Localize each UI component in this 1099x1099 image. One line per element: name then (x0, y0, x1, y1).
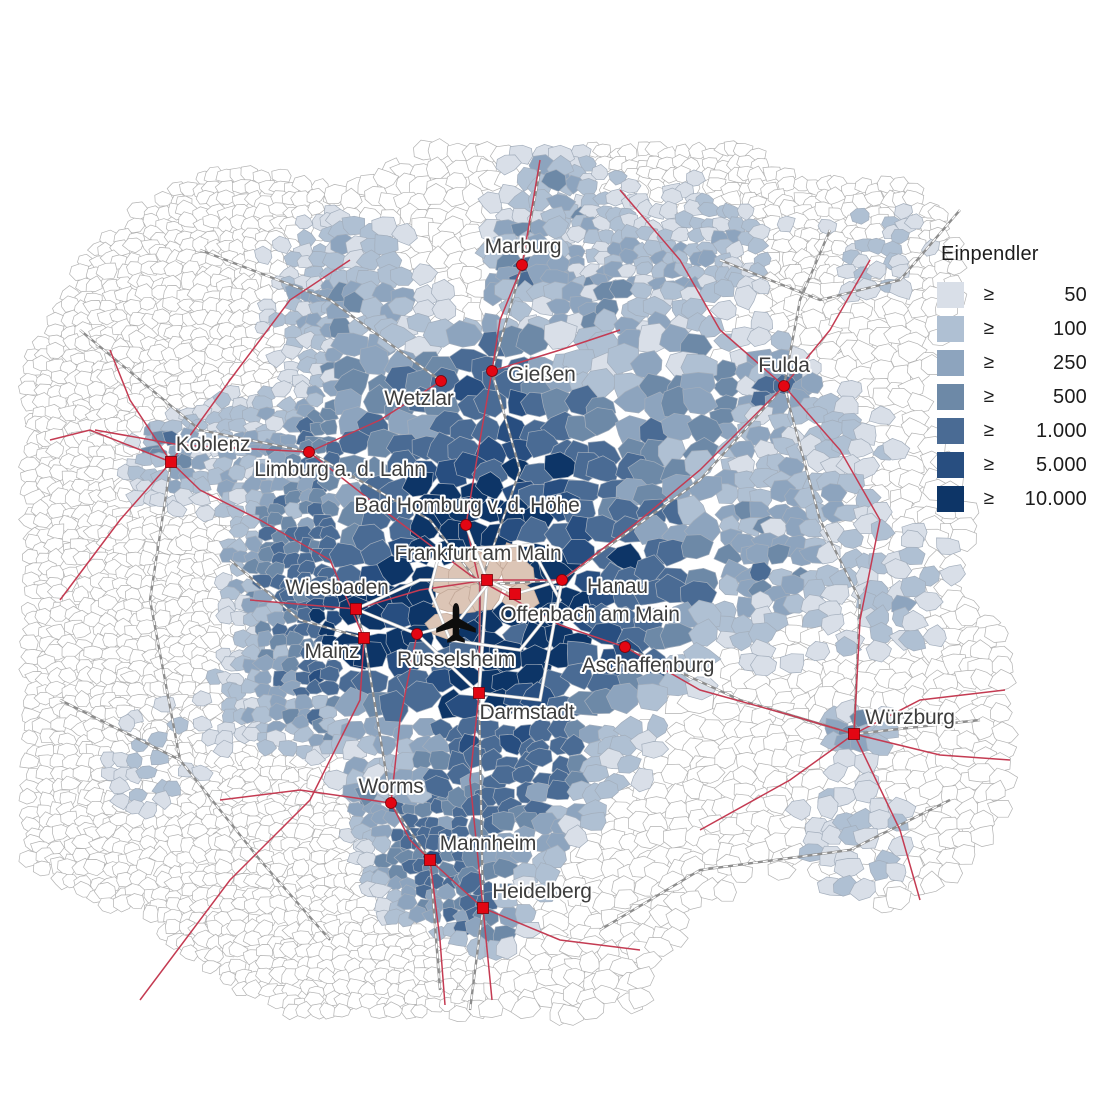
legend-row: ≥50 (937, 282, 1087, 308)
city-marker-wetzlar (435, 375, 447, 387)
greater-equal-symbol: ≥ (983, 454, 995, 475)
city-label-hanau: Hanau (587, 575, 648, 598)
legend-value: 100 (1053, 317, 1087, 340)
city-label-worms: Worms (358, 775, 423, 798)
city-marker-heidelberg (477, 902, 489, 914)
legend-swatch (937, 452, 964, 478)
legend-value: 10.000 (1024, 487, 1087, 510)
legend-value: 5.000 (1035, 453, 1087, 476)
city-marker-mannheim (424, 854, 436, 866)
legend-row: ≥1.000 (937, 418, 1087, 444)
legend-row: ≥5.000 (937, 452, 1087, 478)
greater-equal-symbol: ≥ (983, 284, 995, 305)
city-label-mannheim: Mannheim (440, 832, 536, 855)
city-marker-koblenz (165, 456, 177, 468)
city-label-darmstadt: Darmstadt (479, 701, 574, 724)
city-marker-offenbach-am-main (509, 588, 521, 600)
greater-equal-symbol: ≥ (983, 488, 995, 509)
legend-title: Einpendler (941, 243, 1039, 265)
city-marker-w-rzburg (848, 728, 860, 740)
city-markers (165, 259, 860, 914)
city-label-koblenz: Koblenz (176, 433, 251, 456)
city-label-heidelberg: Heidelberg (492, 880, 592, 903)
city-label-w-rzburg: Würzburg (865, 706, 954, 729)
city-marker-darmstadt (473, 687, 485, 699)
city-labels: Marburg Gießen Wetzlar Fulda KoblenzLimburg … (174, 233, 957, 905)
greater-equal-symbol: ≥ (983, 420, 995, 441)
city-label-gie-en: Gießen (508, 363, 576, 386)
city-marker-bad-homburg-v-d-h-he (460, 519, 472, 531)
city-marker-wiesbaden (350, 603, 362, 615)
city-marker-hanau (556, 574, 568, 586)
city-label-frankfurt-am-main: Frankfurt am Main (395, 542, 562, 565)
legend-value: 1.000 (1035, 419, 1087, 442)
legend-swatch (937, 486, 964, 512)
main-road-network (49, 159, 1011, 1006)
city-marker-frankfurt-am-main (481, 574, 493, 586)
legend-value: 50 (1064, 283, 1087, 306)
city-label-r-sselsheim: Rüsselsheim (397, 648, 515, 671)
greater-equal-symbol: ≥ (983, 352, 995, 373)
city-label-offenbach-am-main: Offenbach am Main (500, 603, 679, 626)
city-marker-aschaffenburg (619, 641, 631, 653)
legend-value: 250 (1053, 351, 1087, 374)
city-label-wiesbaden: Wiesbaden (285, 576, 388, 599)
legend-row: ≥100 (937, 316, 1087, 342)
legend-swatch (937, 316, 964, 342)
city-marker-fulda (778, 380, 790, 392)
greater-equal-symbol: ≥ (983, 318, 995, 339)
city-label-aschaffenburg: Aschaffenburg (582, 654, 714, 677)
city-marker-gie-en (486, 365, 498, 377)
legend-swatch (937, 384, 964, 410)
legend: Einpendler ≥50 ≥100 ≥250 ≥500 ≥1.000 ≥5.000 ≥1… (937, 243, 1087, 520)
city-marker-marburg (516, 259, 528, 271)
city-label-fulda: Fulda (758, 354, 810, 377)
city-label-wetzlar: Wetzlar (384, 387, 454, 410)
city-label-bad-homburg-v-d-h-he: Bad Homburg v. d. Höhe (354, 494, 579, 517)
city-label-limburg-a-d-lahn: Limburg a. d. Lahn (254, 458, 426, 481)
legend-row: ≥500 (937, 384, 1087, 410)
greater-equal-symbol: ≥ (983, 386, 995, 407)
legend-swatch (937, 418, 964, 444)
city-marker-worms (385, 797, 397, 809)
legend-row: ≥10.000 (937, 486, 1087, 512)
legend-swatch (937, 282, 964, 308)
legend-value: 500 (1053, 385, 1087, 408)
legend-row: ≥250 (937, 350, 1087, 376)
city-marker-r-sselsheim (411, 628, 423, 640)
city-marker-limburg-a-d-lahn (303, 446, 315, 458)
legend-swatch (937, 350, 964, 376)
legend-rows: ≥50 ≥100 ≥250 ≥500 ≥1.000 ≥5.000 ≥10.000 (937, 282, 1087, 512)
city-label-marburg: Marburg (485, 235, 562, 258)
airport-airplane-icon (436, 603, 476, 643)
city-marker-mainz (358, 632, 370, 644)
city-label-mainz: Mainz (304, 640, 359, 663)
